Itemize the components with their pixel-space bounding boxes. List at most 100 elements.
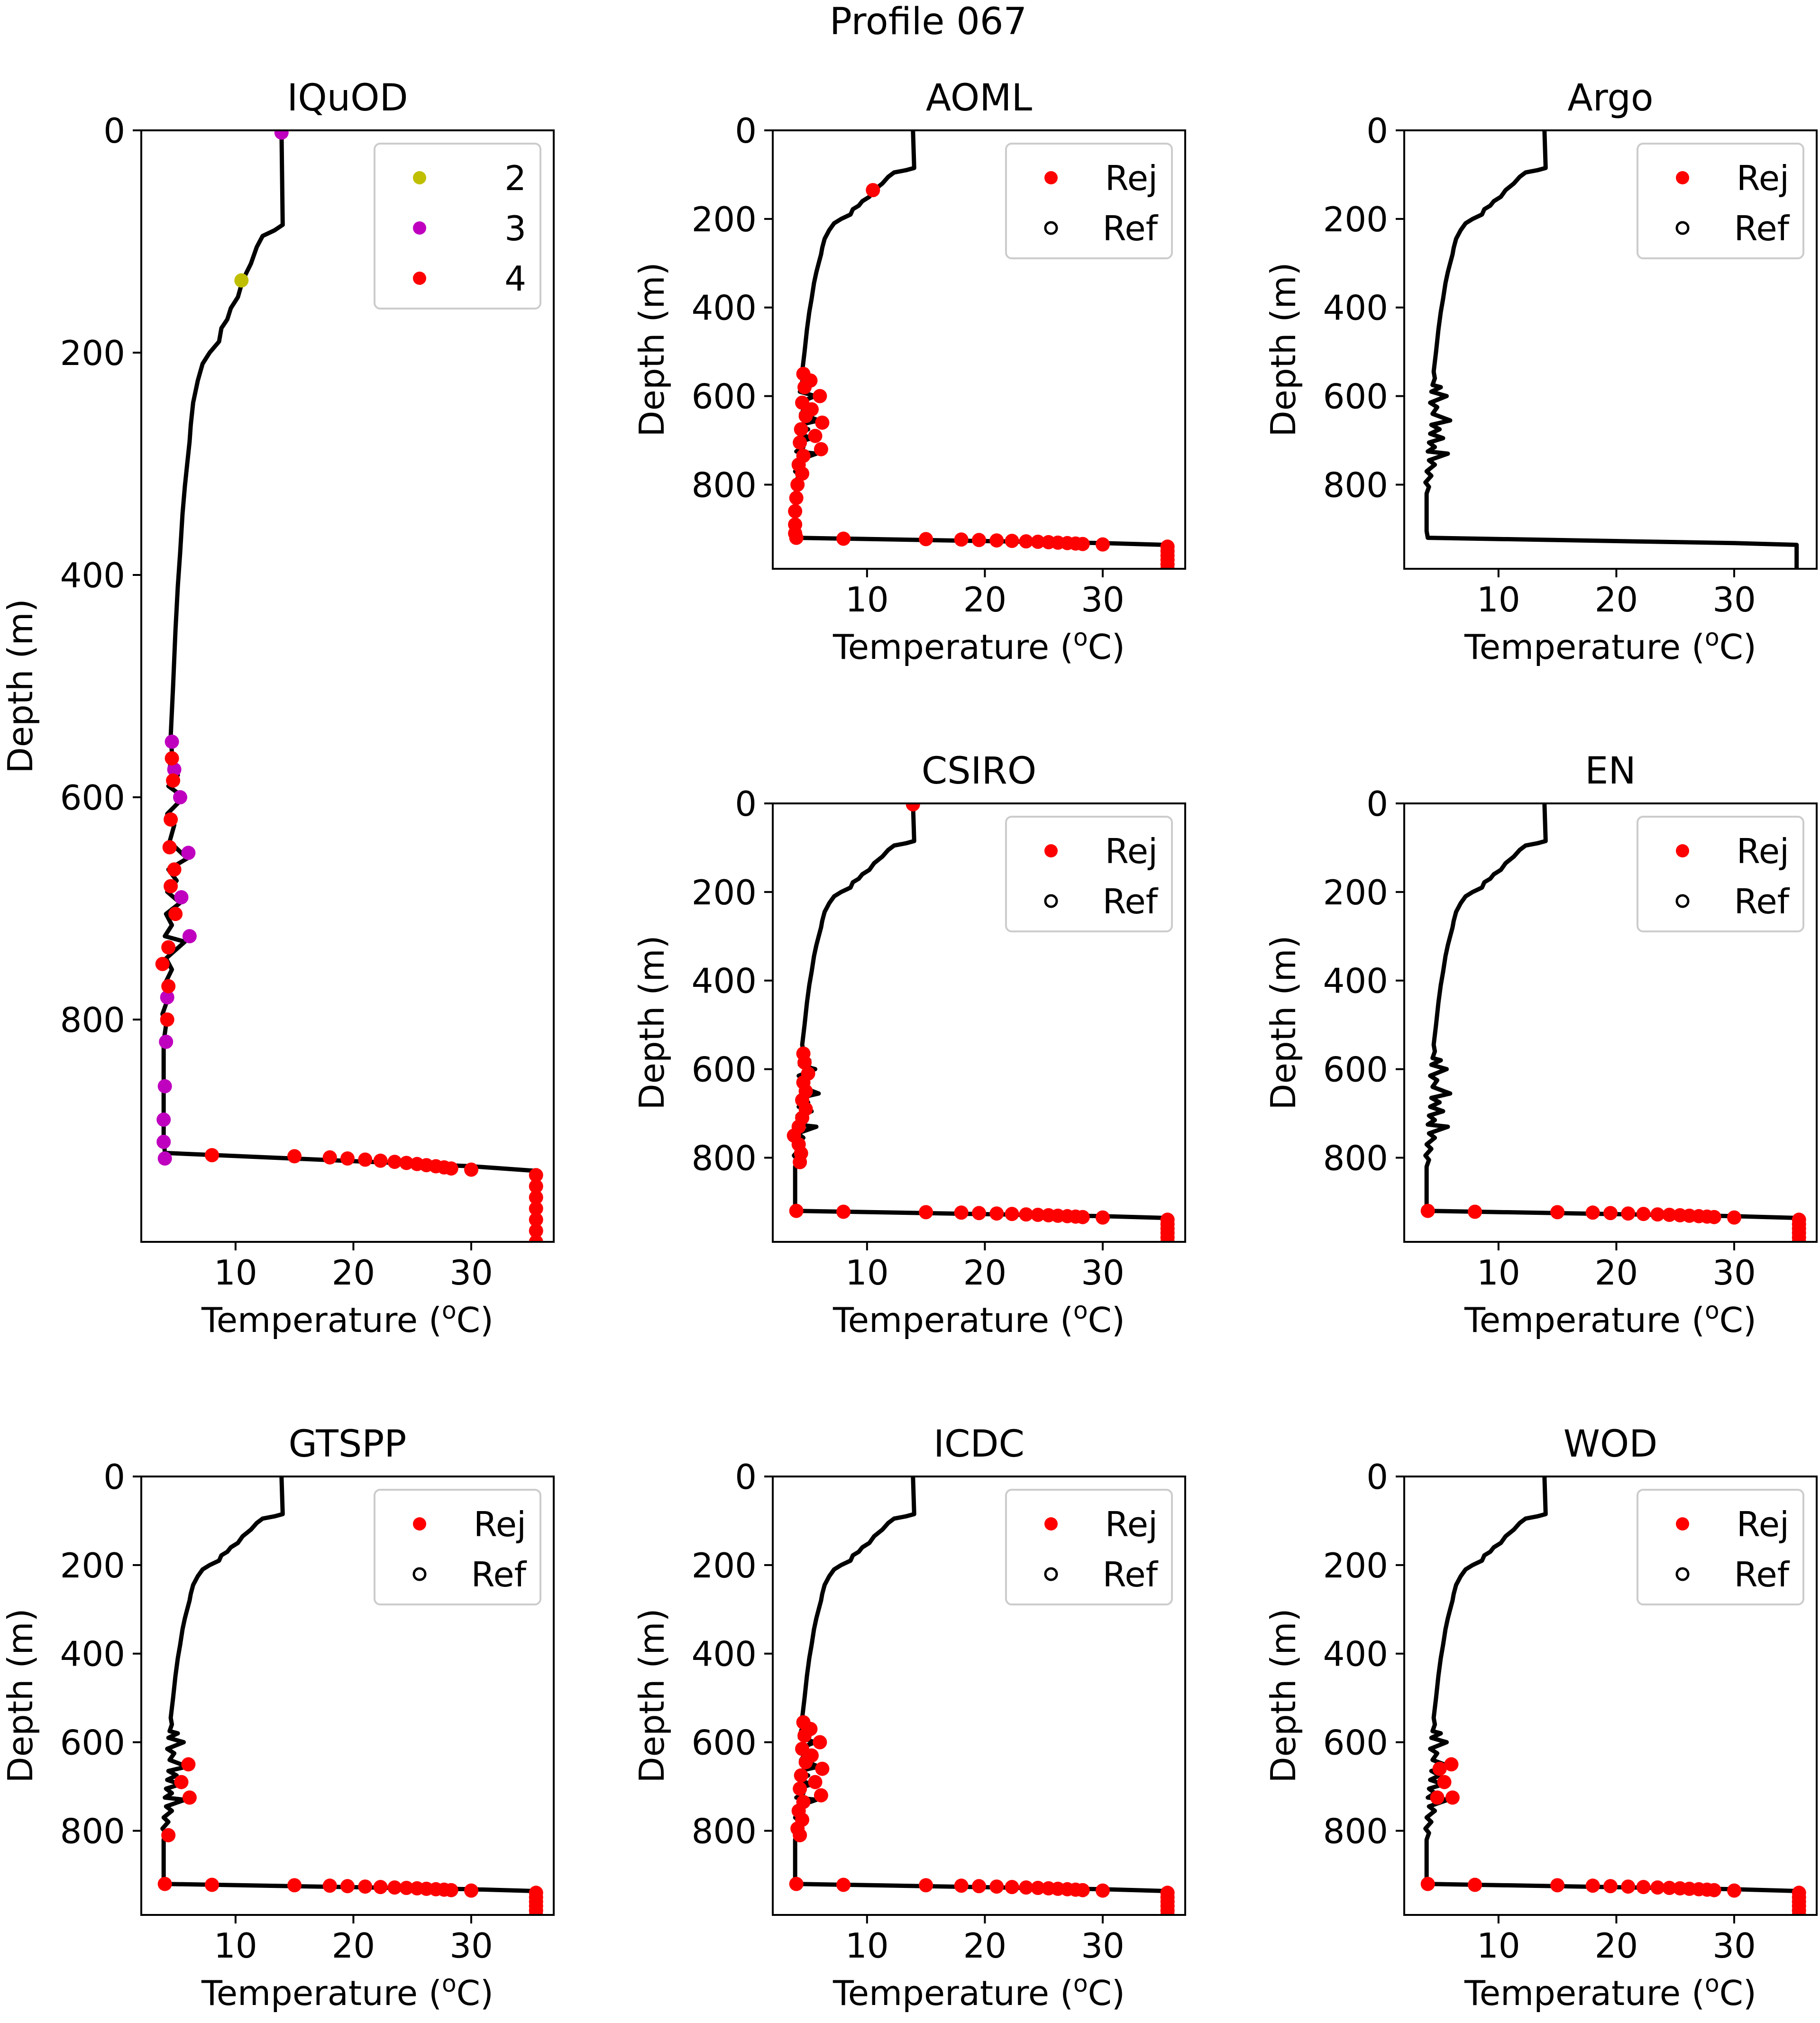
legend-marker-aoml-rej [1044, 171, 1058, 184]
x-tick-label-aoml-30: 30 [1081, 580, 1125, 620]
x-axis-label-en: Temperature (oC) [1464, 1297, 1756, 1340]
data-point-iquod-4-4 [167, 862, 182, 877]
data-point-icdc-rej-22 [989, 1879, 1004, 1894]
y-axis-label-wod: Depth (m) [1263, 1608, 1303, 1783]
axes-frame-csiro [772, 802, 1186, 1243]
y-tick-label-en-600: 600 [1323, 1050, 1388, 1090]
y-tick-label-icdc-800: 800 [692, 1811, 757, 1851]
y-tick-label-en-400: 400 [1323, 961, 1388, 1001]
data-point-gtspp-rej-11 [387, 1880, 402, 1895]
x-tick-label-wod-20: 20 [1595, 1926, 1638, 1966]
data-point-en-rej-4 [1603, 1206, 1618, 1221]
y-tick-label-en-200: 200 [1323, 873, 1388, 912]
data-point-csiro-rej-18 [972, 1206, 986, 1221]
data-point-aoml-rej-9 [794, 422, 808, 437]
y-tick-label-argo-600: 600 [1323, 377, 1388, 417]
data-point-aoml-rej-24 [954, 532, 969, 547]
y-tick-label-csiro-600: 600 [692, 1050, 757, 1090]
data-point-wod-rej-3 [1430, 1790, 1445, 1805]
y-axis-label-iquod: Depth (m) [0, 599, 40, 774]
x-tick-label-aoml-20: 20 [963, 580, 1007, 620]
data-point-csiro-rej-22 [1031, 1208, 1045, 1222]
data-point-en-rej-7 [1650, 1207, 1665, 1222]
legend-en: Rej Ref [1637, 816, 1804, 932]
data-point-gtspp-rej-18 [464, 1883, 478, 1898]
data-point-gtspp-rej-5 [205, 1877, 219, 1892]
data-point-csiro-rej-28 [1096, 1210, 1110, 1225]
data-point-csiro-rej-15 [836, 1204, 851, 1219]
legend-label-en-ref: Ref [1734, 882, 1790, 921]
data-point-iquod-4-2 [164, 812, 178, 827]
y-tick-label-csiro-400: 400 [692, 961, 757, 1001]
panel-title-csiro: CSIRO [922, 750, 1037, 793]
data-point-aoml-rej-35 [1096, 537, 1110, 552]
y-tick-label-gtspp-400: 400 [60, 1634, 125, 1674]
y-tick-label-gtspp-800: 800 [60, 1811, 125, 1851]
data-point-wod-rej-6 [1468, 1877, 1482, 1892]
panel-icdc: ICDC 10 20 30 0 200 400 600 800 Temperature (oC) D… [632, 1423, 1186, 2013]
y-tick-label-iquod-200: 200 [60, 333, 125, 373]
panel-title-icdc: ICDC [933, 1423, 1024, 1466]
y-axis-label-csiro: Depth (m) [632, 935, 672, 1110]
data-point-en-rej-1 [1468, 1204, 1482, 1219]
data-point-iquod-4-30 [529, 1223, 543, 1238]
y-tick-label-icdc-600: 600 [692, 1723, 757, 1763]
series-iquod-4 [155, 751, 543, 1242]
data-point-wod-rej-5 [1420, 1877, 1435, 1891]
data-point-wod-rej-25 [1792, 1908, 1806, 1915]
data-point-aoml-rej-18 [788, 504, 803, 519]
panel-iquod: IQuOD 10 20 30 0 200 400 600 800 Temperature (oC)… [0, 77, 555, 1340]
data-point-csiro-rej-2 [797, 1055, 812, 1070]
x-tick-label-icdc-10: 10 [845, 1926, 889, 1966]
data-point-aoml-rej-34 [1075, 537, 1090, 551]
panel-title-aoml: AOML [926, 77, 1033, 119]
data-point-iquod-4-7 [161, 940, 176, 955]
data-point-icdc-rej-18 [836, 1877, 851, 1892]
y-tick-label-en-0: 0 [1366, 784, 1388, 824]
data-point-aoml-rej-21 [789, 530, 804, 545]
data-point-aoml-rej-22 [836, 531, 851, 546]
data-point-gtspp-rej-24 [529, 1908, 543, 1915]
data-point-aoml-rej-3 [797, 380, 812, 394]
y-tick-label-iquod-0: 0 [103, 111, 125, 151]
y-axis-label-aoml: Depth (m) [632, 262, 672, 437]
panel-title-en: EN [1585, 750, 1636, 793]
y-tick-label-en-800: 800 [1323, 1138, 1388, 1178]
x-axis-label-aoml: Temperature (oC) [832, 624, 1125, 667]
legend-marker-gtspp-rej [413, 1517, 426, 1531]
legend-label-wod-rej: Rej [1737, 1504, 1789, 1544]
data-point-en-rej-20 [1792, 1235, 1806, 1242]
x-tick-label-gtspp-20: 20 [332, 1926, 375, 1966]
panel-gtspp: GTSPP 10 20 30 0 200 400 600 800 Temperature (oC)… [0, 1423, 555, 2013]
x-tick-label-wod-10: 10 [1477, 1926, 1520, 1966]
data-point-en-rej-5 [1621, 1206, 1636, 1221]
data-point-en-rej-6 [1636, 1207, 1651, 1221]
legend-label-argo-rej: Rej [1737, 158, 1789, 198]
y-tick-label-aoml-200: 200 [692, 200, 757, 239]
data-point-wod-rej-1 [1444, 1757, 1459, 1772]
x-tick-label-wod-30: 30 [1712, 1926, 1756, 1966]
legend-label-iquod-3: 3 [504, 209, 526, 248]
legend-label-gtspp-rej: Rej [474, 1504, 526, 1544]
data-point-iquod-4-18 [399, 1156, 414, 1170]
plot-area-aoml [788, 130, 1175, 569]
data-point-iquod-4-10 [160, 1012, 174, 1027]
legend-label-aoml-rej: Rej [1105, 158, 1158, 198]
data-point-iquod-4-1 [166, 773, 181, 788]
data-point-wod-rej-0 [1432, 1761, 1447, 1776]
legend-csiro: Rej Ref [1005, 816, 1173, 932]
data-point-aoml-rej-12 [814, 442, 828, 456]
plot-area-gtspp [157, 1476, 543, 1915]
x-tick-label-csiro-10: 10 [845, 1253, 889, 1293]
legend-label-iquod-2: 2 [504, 158, 526, 198]
legend-marker-en-ref [1675, 894, 1690, 908]
data-point-gtspp-rej-10 [373, 1880, 388, 1895]
data-point-csiro-rej-0 [905, 803, 920, 811]
data-point-csiro-rej-14 [789, 1203, 804, 1218]
data-point-icdc-rej-16 [793, 1828, 807, 1842]
series-wod-rej [1420, 1757, 1806, 1915]
x-tick-label-en-30: 30 [1712, 1253, 1756, 1293]
data-point-aoml-rej-15 [795, 466, 810, 481]
legend-iquod: 2 3 4 [374, 143, 541, 310]
